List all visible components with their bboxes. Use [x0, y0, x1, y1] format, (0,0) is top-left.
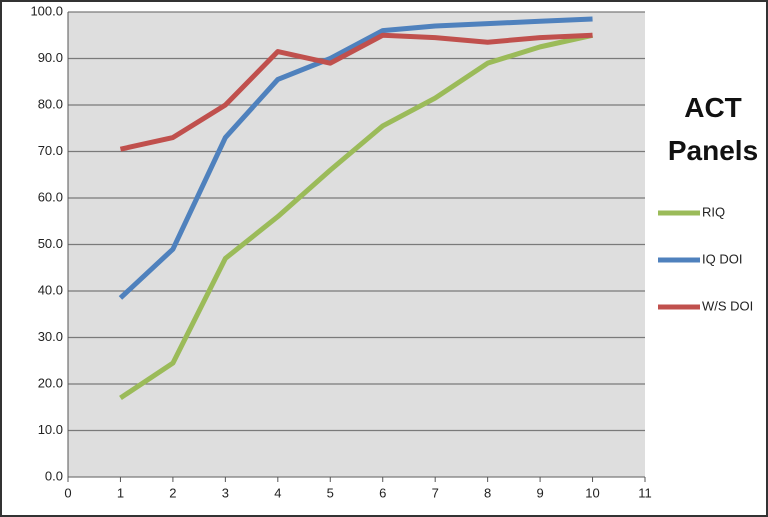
x-tick-label: 10 — [585, 485, 599, 500]
y-tick-label: 20.0 — [38, 375, 63, 390]
legend-label: W/S DOI — [702, 298, 753, 313]
y-tick-label: 90.0 — [38, 50, 63, 65]
y-tick-label: 0.0 — [45, 468, 63, 483]
x-tick-label: 2 — [169, 485, 176, 500]
chart-title: ACT Panels — [667, 92, 759, 166]
y-tick-label: 40.0 — [38, 282, 63, 297]
series-line — [119, 32, 593, 152]
y-tick-label: 70.0 — [38, 143, 63, 158]
x-tick-label: 1 — [117, 485, 124, 500]
legend-label: RIQ — [702, 204, 725, 219]
x-tick-label: 6 — [379, 485, 386, 500]
x-tick-label: 5 — [327, 485, 334, 500]
y-tick-label: 100.0 — [30, 3, 63, 18]
series-line — [118, 16, 593, 300]
legend-label: IQ DOI — [702, 251, 742, 266]
y-tick-label: 80.0 — [38, 96, 63, 111]
y-tick-label: 50.0 — [38, 236, 63, 251]
x-tick-label: 11 — [638, 485, 652, 500]
y-tick-label: 30.0 — [38, 329, 63, 344]
x-tick-label: 7 — [432, 485, 439, 500]
x-tick-label: 8 — [484, 485, 491, 500]
x-tick-label: 9 — [536, 485, 543, 500]
y-tick-label: 10.0 — [38, 422, 63, 437]
x-tick-label: 4 — [274, 485, 281, 500]
x-tick-label: 3 — [222, 485, 229, 500]
y-tick-label: 60.0 — [38, 189, 63, 204]
x-tick-label: 0 — [64, 485, 71, 500]
series-line — [119, 32, 594, 401]
